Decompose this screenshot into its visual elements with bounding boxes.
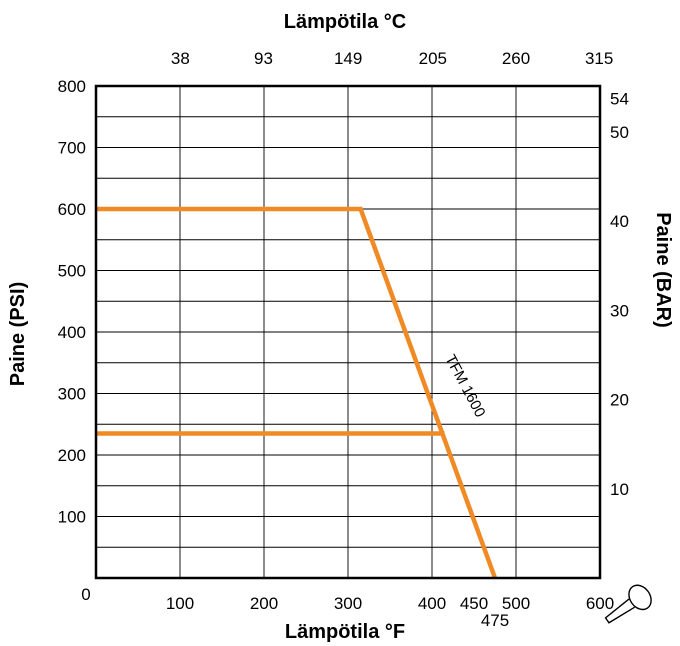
y-tick-label: 500: [58, 262, 86, 281]
x-tick-label-extra: 475: [481, 611, 509, 630]
x2-tick-label: 260: [502, 49, 530, 68]
y2-tick-label: 54: [610, 89, 629, 108]
grid: [96, 86, 600, 578]
y-tick-label: 700: [58, 139, 86, 158]
x-tick-label: 0: [81, 585, 90, 604]
series-layer: [96, 206, 498, 579]
left-axis-title: Paine (PSI): [7, 282, 29, 386]
plot-frame: [94, 84, 602, 580]
x-tick-label: 100: [166, 594, 194, 613]
bottom-axis-title: Lämpötila °F: [285, 621, 405, 643]
x-tick-label: 500: [502, 594, 530, 613]
series-label-tfm1600: TFM 1600: [441, 352, 488, 420]
top-axis-title: Lämpötila °C: [284, 11, 406, 33]
y-tick-label: 800: [58, 77, 86, 96]
x-tick-label: 300: [334, 594, 362, 613]
y-tick-label: 100: [58, 508, 86, 527]
x-tick-label: 600: [586, 594, 614, 613]
y-tick-label: 300: [58, 385, 86, 404]
magnifier-icon: [604, 584, 652, 624]
y2-tick-label: 30: [610, 301, 629, 320]
x2-tick-label: 315: [585, 49, 613, 68]
x2-tick-label: 205: [419, 49, 447, 68]
y2-tick-label: 40: [610, 212, 629, 231]
y-tick-label: 600: [58, 200, 86, 219]
y-tick-label: 400: [58, 323, 86, 342]
x-tick-label: 400: [418, 594, 446, 613]
series-line-1: [96, 206, 498, 579]
y2-tick-label: 20: [610, 391, 629, 410]
x2-tick-label: 149: [334, 49, 362, 68]
right-axis-title: Paine (BAR): [652, 212, 674, 328]
tick-labels: 0 100 200 300 400 450 500 600 475 38 93 149 205 260 31…: [58, 49, 629, 630]
x2-tick-label: 38: [171, 49, 190, 68]
x-tick-label: 450: [460, 594, 488, 613]
x2-tick-label: 93: [254, 49, 273, 68]
y-tick-label: 200: [58, 446, 86, 465]
y2-tick-label: 10: [610, 480, 629, 499]
y2-tick-label: 50: [610, 123, 629, 142]
x-tick-label: 200: [250, 594, 278, 613]
